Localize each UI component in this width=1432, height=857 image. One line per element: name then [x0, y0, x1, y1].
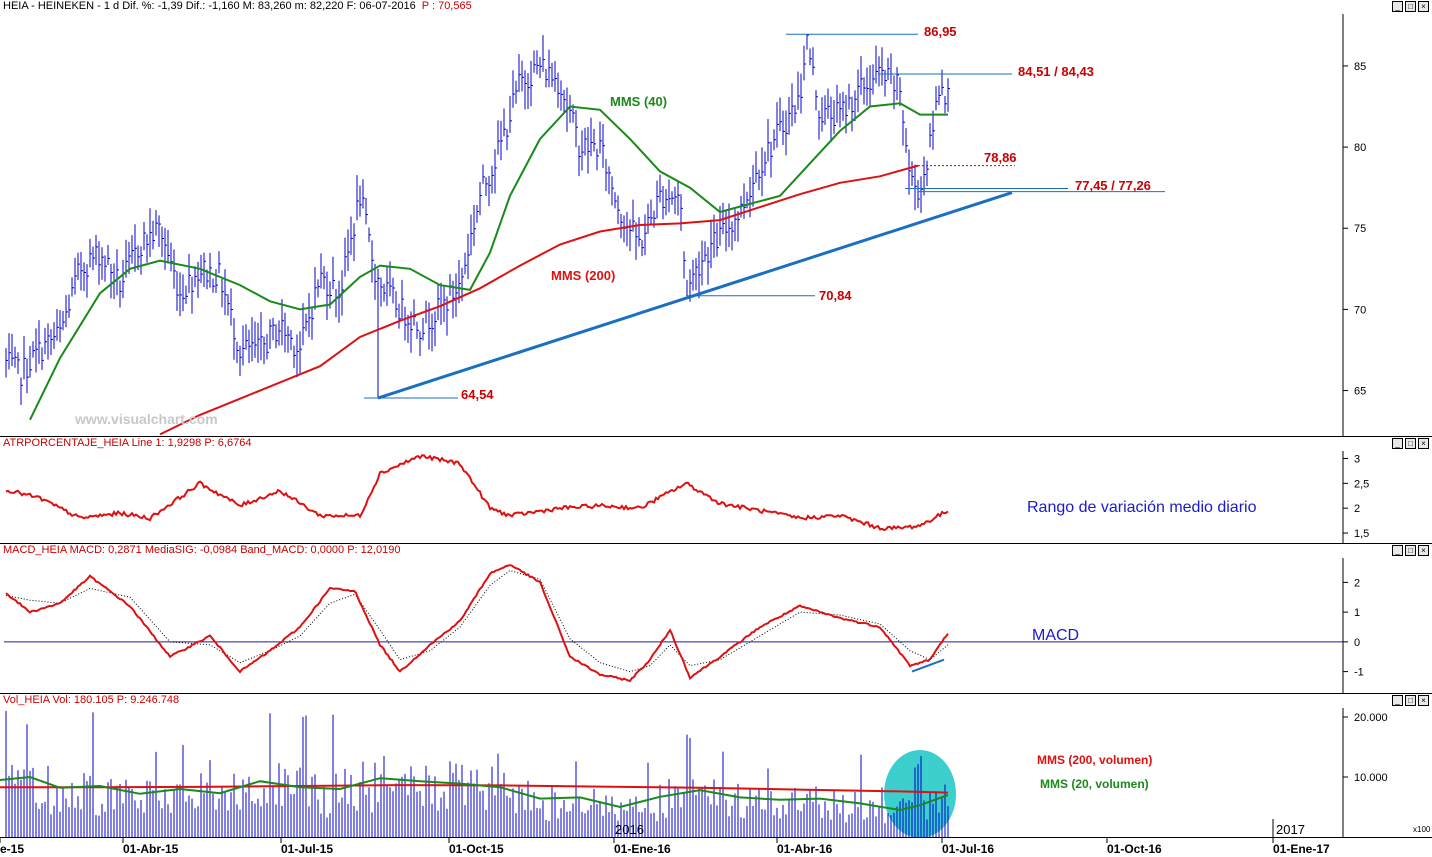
x-tick-label: 01-Abr-16: [777, 842, 833, 856]
atr-header: ATRPORCENTAJE_HEIA Line 1: 1,9298 P: 6,6…: [0, 437, 1432, 450]
vol-ma200-line: [0, 784, 949, 794]
ma200-line: [159, 164, 919, 436]
x-tick-label: 01-Oct-15: [449, 842, 504, 856]
price-axis-tick-label: 80: [1354, 142, 1366, 154]
volume-header: Vol_HEIA Vol: 180.105 P: 9.246.748 _ □ ×: [0, 694, 1432, 707]
atr-axis-tick-label: 1,5: [1354, 528, 1369, 540]
close-icon[interactable]: ×: [1418, 695, 1429, 706]
maximize-icon[interactable]: □: [1405, 1, 1416, 12]
macd-divergence-line: [911, 658, 945, 673]
x-tick-label: e-15: [0, 842, 24, 856]
volume-pane[interactable]: Vol_HEIA Vol: 180.105 P: 9.246.748 _ □ × 2…: [0, 694, 1432, 838]
level-78-86: 78,86: [984, 150, 1017, 165]
year-label-2016: 2016: [615, 822, 644, 837]
price-pane[interactable]: HEIA - HEINEKEN - 1 d Dif. %: -1,39 Dif.…: [0, 0, 1432, 437]
atr-annotation: Rango de variación medio diario: [1027, 499, 1257, 516]
ma200-label: MMS (200): [551, 268, 615, 283]
level-70-84: 70,84: [819, 288, 852, 303]
year-label-2017: 2017: [1276, 822, 1305, 837]
x-axis: e-15 01-Abr-15 01-Jul-15 01-Oct-15 01-Ene-16…: [0, 838, 1432, 857]
atr-axis-tick-label: 2: [1354, 503, 1360, 515]
price-header: HEIA - HEINEKEN - 1 d Dif. %: -1,39 Dif.…: [0, 0, 1432, 13]
atr-window-buttons: _ □ ×: [1392, 438, 1429, 449]
price-axis-tick-label: 70: [1354, 304, 1366, 316]
macd-axis-tick-label: 0: [1354, 637, 1360, 649]
macd-annotation: MACD: [1032, 627, 1079, 644]
minimize-icon[interactable]: _: [1392, 438, 1403, 449]
vol-ma200-label: MMS (200, volumen): [1037, 753, 1152, 767]
minimize-icon[interactable]: _: [1392, 695, 1403, 706]
price-axis-tick-label: 65: [1354, 386, 1366, 398]
maximize-icon[interactable]: □: [1405, 695, 1416, 706]
level-86-95: 86,95: [924, 24, 957, 39]
close-icon[interactable]: ×: [1418, 438, 1429, 449]
watermark: www.visualchart.com: [74, 411, 218, 427]
volume-axis-tick-label: 20.000: [1354, 712, 1388, 724]
macd-header: MACD_HEIA MACD: 0,2871 MediaSIG: -0,0984…: [0, 544, 1432, 557]
macd-header-text: MACD_HEIA MACD: 0,2871 MediaSIG: -0,0984…: [3, 544, 401, 556]
atr-header-text: ATRPORCENTAJE_HEIA Line 1: 1,9298 P: 6,6…: [3, 437, 252, 449]
macd-axis-tick-label: -1: [1354, 667, 1364, 679]
atr-axis-tick-label: 3: [1354, 453, 1360, 465]
atr-pane[interactable]: ATRPORCENTAJE_HEIA Line 1: 1,9298 P: 6,6…: [0, 437, 1432, 544]
volume-highlight: [884, 750, 956, 837]
x-tick-label: 01-Abr-15: [123, 842, 179, 856]
atr-line: [5, 454, 949, 532]
volume-header-text: Vol_HEIA Vol: 180.105 P: 9.246.748: [3, 694, 180, 706]
macd-signal-line: [5, 569, 949, 673]
volume-axis-tick-label: 10.000: [1354, 772, 1388, 784]
level-64-54: 64,54: [461, 387, 494, 402]
price-axis-tick-label: 85: [1354, 61, 1366, 73]
price-bars: [5, 34, 950, 405]
level-84-51: 84,51 / 84,43: [1018, 64, 1094, 79]
maximize-icon[interactable]: □: [1405, 438, 1416, 449]
level-77-45: 77,45 / 77,26: [1075, 178, 1151, 193]
volume-chart: 20.000 10.000 MMS (200, volumen) MMS (20,…: [0, 708, 1431, 837]
x-axis-svg: e-15 01-Abr-15 01-Jul-15 01-Oct-15 01-Ene-16…: [0, 838, 1330, 856]
close-icon[interactable]: ×: [1418, 1, 1429, 12]
vol-ma20-line: [0, 775, 949, 812]
x-tick-label: 01-Oct-16: [1107, 842, 1162, 856]
ma40-line: [29, 102, 948, 421]
atr-chart: 3 2,5 2 1,5 Rango de variación medio diario: [5, 451, 1369, 543]
price-window-buttons: _ □ ×: [1392, 1, 1429, 12]
x-tick-label: 01-Jul-15: [281, 842, 333, 856]
volume-bars: [5, 711, 949, 837]
x-tick-label: 01-Ene-16: [614, 842, 671, 856]
macd-chart: 2 1 0 -1 MACD: [4, 558, 1364, 693]
close-icon[interactable]: ×: [1418, 545, 1429, 556]
vol-ma20-label: MMS (20, volumen): [1040, 777, 1149, 791]
macd-line: [5, 564, 949, 683]
price-header-p: P : 70,565: [421, 0, 472, 12]
macd-axis-tick-label: 1: [1354, 607, 1360, 619]
minimize-icon[interactable]: _: [1392, 545, 1403, 556]
minimize-icon[interactable]: _: [1392, 1, 1403, 12]
volume-scale-note: x100: [1413, 825, 1431, 834]
x-tick-label: 01-Jul-16: [942, 842, 994, 856]
price-axis-tick-label: 75: [1354, 223, 1366, 235]
macd-window-buttons: _ □ ×: [1392, 545, 1429, 556]
maximize-icon[interactable]: □: [1405, 545, 1416, 556]
x-tick-label: 01-Ene-17: [1273, 842, 1330, 856]
macd-pane[interactable]: MACD_HEIA MACD: 0,2871 MediaSIG: -0,0984…: [0, 544, 1432, 694]
price-header-text: HEIA - HEINEKEN - 1 d Dif. %: -1,39 Dif.…: [3, 0, 416, 12]
volume-window-buttons: _ □ ×: [1392, 695, 1429, 706]
atr-axis-tick-label: 2,5: [1354, 478, 1369, 490]
macd-axis-tick-label: 2: [1354, 577, 1360, 589]
ma40-label: MMS (40): [610, 94, 667, 109]
